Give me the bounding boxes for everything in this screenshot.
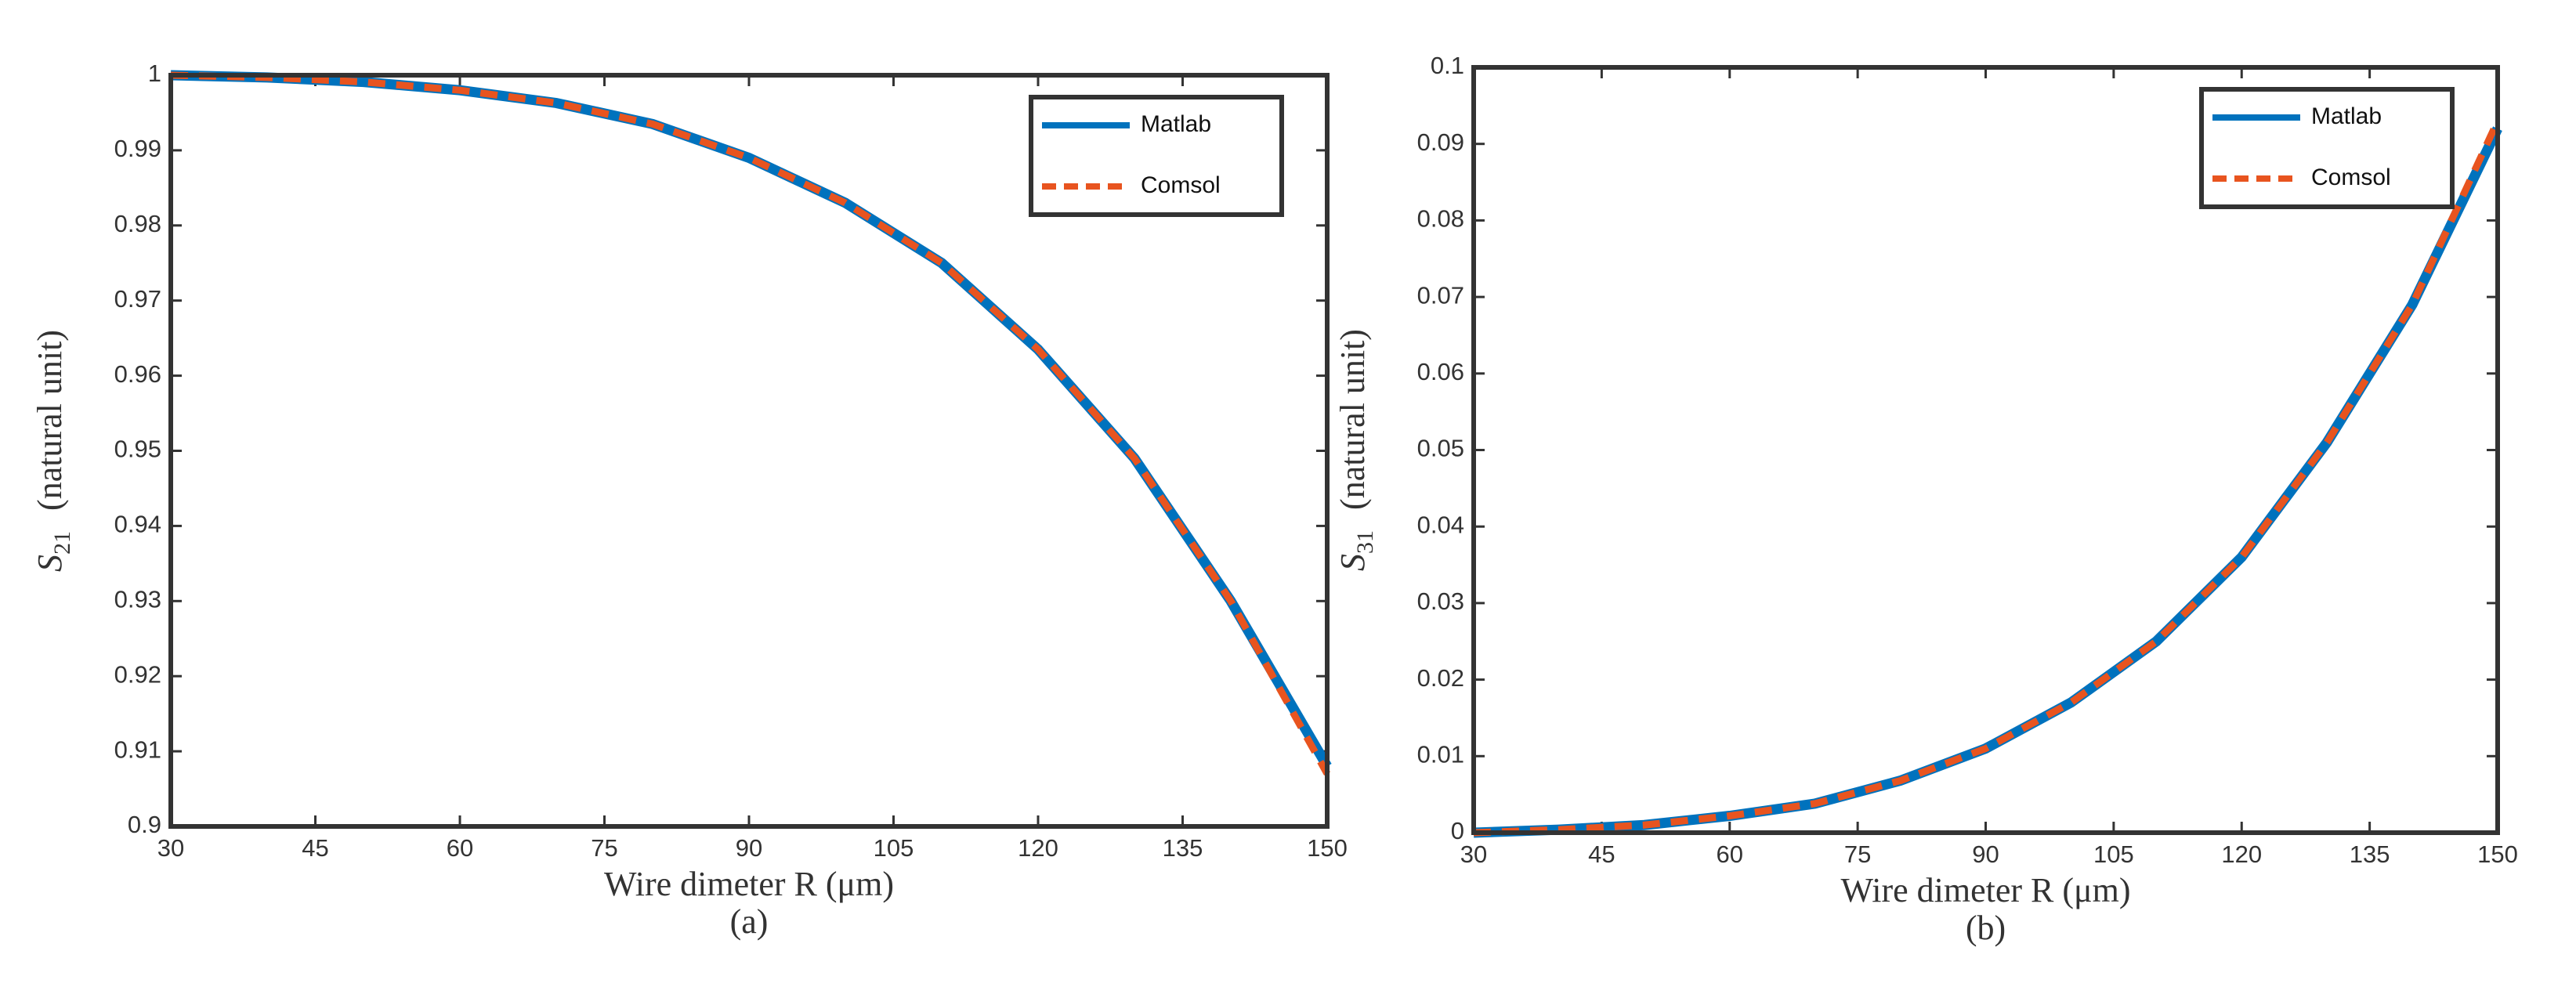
plot-frame bbox=[168, 73, 1330, 829]
x-tick-label: 30 bbox=[1460, 841, 1487, 868]
legend-label: Matlab bbox=[1141, 111, 1211, 137]
x-tick-label: 120 bbox=[2221, 841, 2262, 868]
y-axis-label: S31 (natural unit) bbox=[1333, 329, 1378, 571]
x-tick-label: 75 bbox=[1844, 841, 1871, 868]
x-tick-label: 135 bbox=[1163, 834, 1203, 862]
y-tick-label: 0.02 bbox=[1417, 664, 1464, 692]
y-tick-label: 0.09 bbox=[1417, 128, 1464, 156]
x-tick-label: 45 bbox=[302, 834, 328, 862]
x-tick-label: 150 bbox=[2477, 841, 2518, 868]
y-tick-label: 0.06 bbox=[1417, 358, 1464, 385]
y-tick-label: 1 bbox=[148, 60, 161, 87]
caption: (b) bbox=[1966, 909, 2006, 947]
y-tick-label: 0.95 bbox=[114, 436, 161, 463]
y-tick-label: 0.91 bbox=[114, 736, 161, 763]
x-axis-label: Wire dimeter R (μm) bbox=[604, 865, 894, 903]
legend-label: Matlab bbox=[2311, 103, 2382, 129]
legend-box bbox=[2199, 87, 2455, 209]
y-label-subscript: 21 bbox=[49, 531, 75, 555]
legend-label: Comsol bbox=[2311, 164, 2391, 190]
x-tick-label: 30 bbox=[157, 834, 184, 862]
plot-frame bbox=[1471, 65, 2500, 835]
y-label-symbol: S bbox=[1333, 554, 1372, 571]
x-tick-label: 90 bbox=[736, 834, 762, 862]
y-tick-label: 0.97 bbox=[114, 285, 161, 313]
y-tick-label: 0.9 bbox=[128, 811, 161, 838]
data-line bbox=[170, 71, 1330, 776]
y-tick-label: 0.03 bbox=[1417, 588, 1464, 615]
chart: 30 45 60 75 90 105 120 135 150 0.9 0.91 0.92 0.93 0.9… bbox=[31, 60, 1348, 941]
y-tick-label: 0.99 bbox=[114, 135, 161, 162]
x-tick-label: 60 bbox=[1717, 841, 1743, 868]
y-label-symbol: S bbox=[31, 555, 69, 572]
y-tick-label: 0.92 bbox=[114, 660, 161, 688]
x-tick-label: 45 bbox=[1588, 841, 1615, 868]
x-tick-label: 105 bbox=[2093, 841, 2134, 868]
chart: 30 45 60 75 90 105 120 135 150 0 0.01 0.02 0.03 0.04 0… bbox=[1333, 52, 2518, 947]
y-label-unit: (natural unit) bbox=[1333, 329, 1372, 510]
x-tick-label: 90 bbox=[1972, 841, 1999, 868]
y-tick-label: 0.08 bbox=[1417, 205, 1464, 233]
x-tick-label: 135 bbox=[2350, 841, 2390, 868]
y-tick-label: 0.96 bbox=[114, 360, 161, 388]
y-tick-label: 0.07 bbox=[1417, 281, 1464, 309]
y-tick-label: 0.05 bbox=[1417, 435, 1464, 462]
x-tick-label: 60 bbox=[447, 834, 473, 862]
x-tick-label: 75 bbox=[591, 834, 617, 862]
y-tick-label: 0.1 bbox=[1431, 52, 1464, 79]
y-tick-label: 0.93 bbox=[114, 585, 161, 613]
legend-label: Comsol bbox=[1141, 172, 1221, 198]
y-tick-label: 0 bbox=[1451, 817, 1464, 844]
x-tick-label: 120 bbox=[1018, 834, 1058, 862]
y-tick-label: 0.94 bbox=[114, 511, 161, 538]
y-tick-label: 0.01 bbox=[1417, 740, 1464, 768]
legend-box bbox=[1029, 95, 1284, 217]
x-tick-label: 105 bbox=[874, 834, 914, 862]
y-tick-label: 0.98 bbox=[114, 210, 161, 237]
x-axis-label: Wire dimeter R (μm) bbox=[1840, 871, 2130, 909]
y-label-subscript: 31 bbox=[1352, 530, 1378, 554]
data-line bbox=[1473, 119, 2502, 837]
x-tick-label: 150 bbox=[1307, 834, 1348, 862]
y-axis-label: S21 (natural unit) bbox=[31, 330, 75, 572]
y-label-unit: (natural unit) bbox=[31, 330, 69, 511]
caption: (a) bbox=[730, 902, 769, 941]
y-tick-label: 0.04 bbox=[1417, 511, 1464, 538]
